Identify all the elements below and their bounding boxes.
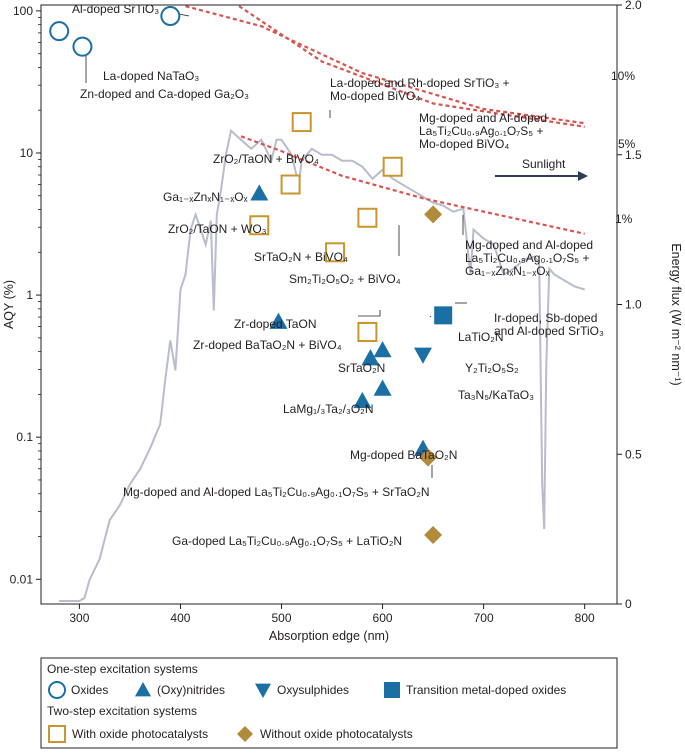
point-label-3: Ga₁₋ₓZnₓN₁₋ₓOₓ (163, 190, 248, 204)
x-tick-label: 700 (474, 611, 494, 625)
y-axis-label: AQY (%) (2, 280, 16, 329)
point-label-10: Y₂Ti₂O₅S₂ (465, 361, 519, 375)
point-label-ir-line-1: and Al-doped SrTiO₃ (494, 324, 604, 338)
efficiency-curve-2 (240, 135, 585, 235)
y2-tick-label: 2.0 (625, 0, 642, 12)
curve-label-2: 1% (615, 212, 633, 226)
y2-tick-label: 0.5 (625, 447, 642, 461)
marker-diamond-5-2 (424, 525, 443, 544)
y-tick-label: 0.01 (10, 572, 34, 586)
point-label-mg-al-ga-line-2: Ga₁₋ₓZnₓN₁₋ₓOₓ (465, 264, 550, 278)
point-label-5: LaTiO₂N (458, 330, 504, 344)
point-label-mg-al-ga-line-1: La₅Ti₂Cu₀.₉Ag₀.₁O₇S₅ + (465, 251, 589, 265)
marker-triangle-up-1-5 (353, 391, 372, 409)
y-tick-label: 100 (13, 4, 33, 18)
legend-marker-2 (255, 683, 271, 698)
x-axis-label: Absorption edge (nm) (269, 629, 389, 643)
x-tick-label: 300 (69, 611, 89, 625)
legend-marker-21 (237, 726, 253, 742)
legend-group-title-0: One-step excitation systems (47, 662, 198, 676)
marker-circle-0-0 (160, 6, 181, 27)
point-label-ir-line-0: Ir-doped, Sb-doped (494, 311, 597, 325)
y2-tick-label: 1.5 (625, 148, 642, 162)
leader-line-zr (358, 310, 381, 317)
y2-tick-label: 0 (625, 597, 632, 611)
sunlight-arrow-head (578, 171, 588, 181)
marker-open-square-4-5 (325, 242, 346, 263)
y2-axis-label: Energy flux (W m⁻² nm⁻¹) (669, 243, 683, 385)
marker-open-square-4-3 (357, 207, 378, 228)
point-label-16: Mg-doped and Al-doped La₅Ti₂Cu₀.₉Ag₀.₁O₇… (123, 485, 430, 499)
legend-entry-0: Oxides (71, 683, 108, 697)
leader-line-7 (429, 315, 432, 318)
curve-label-1: 5% (618, 137, 636, 151)
marker-open-square-4-4 (249, 215, 270, 236)
point-label-15: Zr-doped BaTaO₂N + BiVO₄ (193, 338, 342, 352)
point-label-11: ZrO₂/TaON + BiVO₄ (213, 152, 319, 166)
y-tick-label: 10 (20, 146, 34, 160)
marker-triangle-up-1-4 (373, 379, 392, 396)
point-label-1: La-doped NaTaO₃ (103, 69, 199, 83)
marker-open-square-4-0 (291, 112, 312, 133)
point-label-13: SrTaO₂N + BiVO₄ (254, 250, 348, 264)
legend-marker-0 (48, 681, 66, 699)
y-tick-label: 0.1 (16, 430, 33, 444)
legend-entry-3: Transition metal-doped oxides (406, 683, 566, 697)
marker-diamond-5-0 (424, 205, 443, 224)
legend-marker-3 (384, 682, 400, 698)
marker-triangle-up-1-2 (373, 341, 392, 358)
x-tick-label: 500 (271, 611, 291, 625)
solar-spectrum-line (59, 128, 585, 602)
legend-marker-20 (48, 725, 66, 743)
x-tick-label: 400 (170, 611, 190, 625)
point-label-17: Ga-doped La₅Ti₂Cu₀.₉Ag₀.₁O₇S₅ + LaTiO₂N (172, 534, 402, 548)
leader-line-0 (178, 13, 190, 17)
point-label-la-rh-line-1: Mo-doped BiVO₄ (330, 89, 420, 103)
efficiency-curve-1 (238, 5, 585, 128)
legend-box (40, 657, 618, 749)
x-tick-label: 600 (373, 611, 393, 625)
legend-entry-21: Without oxide photocatalysts (260, 727, 413, 741)
efficiency-curve-0 (185, 5, 585, 125)
marker-circle-0-2 (72, 36, 93, 57)
legend-entry-2: Oxysulphides (277, 683, 349, 697)
legend-entry-1: (Oxy)nitrides (157, 683, 225, 697)
point-label-la-rh-line-0: La-doped and Rh-doped SrTiO₃ + (330, 76, 510, 90)
point-label-6: SrTaO₂N (338, 361, 385, 375)
point-label-mg-al-mo-line-2: Mo-doped BiVO₄ (419, 137, 509, 151)
marker-square-3-0 (434, 306, 453, 325)
point-label-mg-al-mo-line-0: Mg-doped and Al-doped (419, 111, 547, 125)
marker-triangle-up-1-3 (361, 349, 380, 366)
legend-marker-1 (135, 682, 151, 697)
y2-tick-label: 1.0 (625, 298, 642, 312)
point-label-2: Zn-doped and Ca-doped Ga₂O₃ (80, 87, 249, 101)
sunlight-label: Sunlight (522, 157, 566, 171)
point-label-8: LaMg₁/₃Ta₂/₃O₂N (283, 402, 374, 416)
point-label-mg-al-ga-line-0: Mg-doped and Al-doped (465, 238, 593, 252)
marker-triangle-up-1-1 (269, 312, 288, 329)
legend-group-title-1: Two-step excitation systems (47, 704, 197, 718)
point-label-7: Ta₃N₅/KaTaO₃ (458, 388, 534, 402)
marker-open-square-4-2 (280, 174, 301, 195)
y-tick-label: 1 (26, 288, 33, 302)
curve-label-0: 10% (611, 69, 635, 83)
point-label-12: ZrO₂/TaON + WO₃ (168, 222, 267, 236)
marker-open-square-4-6 (357, 321, 378, 342)
x-tick-label: 800 (575, 611, 595, 625)
point-label-9: Mg-doped BaTaO₂N (350, 448, 457, 462)
marker-diamond-5-1 (419, 448, 438, 467)
point-label-0: Al-doped SrTiO₃ (72, 2, 159, 16)
marker-triangle-down-2-0 (413, 347, 432, 364)
legend-entry-20: With oxide photocatalysts (72, 727, 208, 741)
point-label-14: Sm₂Ti₂O₅O₂ + BiVO₄ (289, 272, 401, 286)
marker-triangle-up-1-0 (250, 184, 269, 201)
marker-circle-0-1 (49, 21, 70, 42)
marker-open-square-4-1 (382, 156, 403, 177)
point-label-4: Zr-doped TaON (234, 317, 316, 331)
point-label-mg-al-mo-line-1: La₅Ti₂Cu₀.₉Ag₀.₁O₇S₅ + (419, 124, 543, 138)
